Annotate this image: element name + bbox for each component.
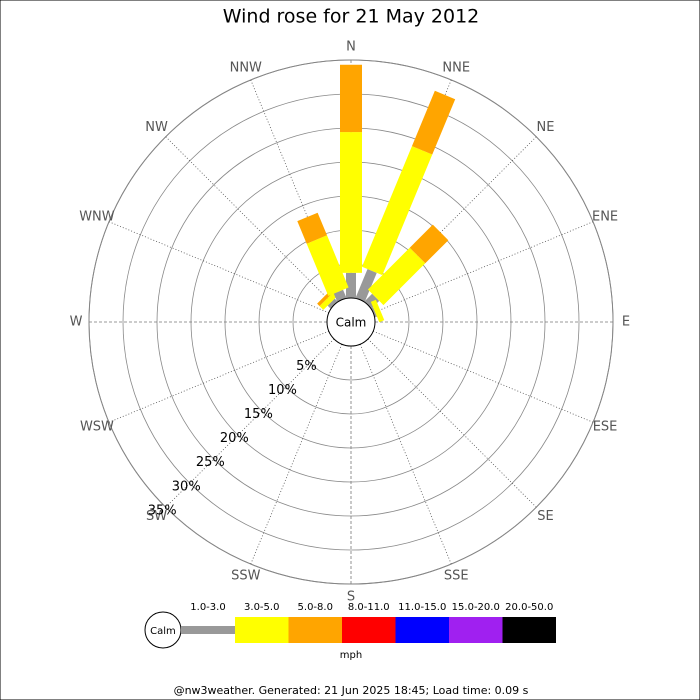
direction-bars [340,64,362,298]
legend-label: 8.0-11.0 [348,602,390,613]
direction-label: SSE [444,569,469,584]
calm-label: Calm [336,316,367,330]
legend-swatch [235,617,289,643]
direction-label: SSW [231,569,261,584]
direction-label: NNE [442,60,470,75]
bar-segment [355,269,377,302]
bar-segment [411,90,456,155]
r-tick-label: 15% [244,407,273,422]
footer: @nw3weather. Generated: 21 Jun 2025 18:4… [174,684,529,697]
legend-calm-label: Calm [150,626,176,637]
direction-label: S [347,590,355,605]
direction-label: NW [145,120,168,135]
direction-label: E [622,315,630,330]
bar-segment [367,247,426,306]
direction-label: ENE [592,209,618,224]
legend-label: 5.0-8.0 [298,602,333,613]
r-tick-label: 5% [296,359,317,374]
legend-swatch [449,617,503,643]
legend-label: 3.0-5.0 [244,602,279,613]
spoke [373,330,594,423]
direction-bars [355,90,456,302]
direction-label: NNW [230,60,262,75]
direction-label: SE [537,509,553,524]
direction-label: WNW [79,209,115,224]
spoke [367,338,537,508]
bar-segment [333,289,347,302]
legend-swatch [181,626,235,634]
direction-label: N [346,40,356,55]
legend-swatch [342,617,396,643]
direction-label: W [70,315,83,330]
bar-segment [361,146,433,276]
legend-swatch [502,617,556,643]
r-tick-label: 10% [268,383,297,398]
legend-swatch [395,617,449,643]
direction-label: ESE [593,420,618,435]
legend-label: 15.0-20.0 [452,602,500,613]
legend-swatch [288,617,342,643]
bar-segment [319,290,339,310]
bar-segment [327,298,338,309]
spoke [165,136,335,306]
spoke [108,221,329,314]
spoke [108,330,329,423]
spoke [359,344,452,565]
direction-bars [297,212,349,302]
legend-unit: mph [340,650,362,661]
legend-label: 1.0-3.0 [190,602,225,613]
direction-label: WSW [80,420,114,435]
r-tick-label: 30% [172,479,201,494]
r-tick-label: 25% [196,455,225,470]
bar-segment [409,224,449,264]
spoke [165,338,335,508]
bar-segment [370,299,385,323]
r-tick-label: 35% [148,503,177,518]
direction-bars [370,299,385,323]
bar-segment [340,64,362,133]
r-tick-label: 20% [220,431,249,446]
bar-segment [346,272,356,298]
bar-segment [297,212,327,244]
chart-title: Wind rose for 21 May 2012 [223,6,480,28]
bar-segment [340,132,362,273]
spoke [250,344,343,565]
direction-label: NE [536,120,554,135]
spoke [373,221,594,314]
bar-segment [371,307,377,318]
legend-label: 20.0-50.0 [505,602,553,613]
calm-circle [326,297,376,347]
bar-segment [306,235,349,296]
legend-label: 11.0-15.0 [398,602,446,613]
direction-label: SW [146,509,167,524]
